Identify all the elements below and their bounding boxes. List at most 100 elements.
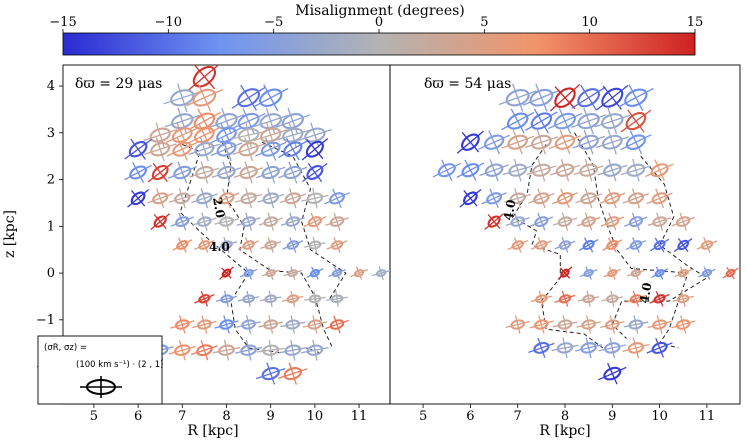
left-misalignment-marker <box>233 161 264 184</box>
marker-ellipse <box>676 294 690 304</box>
marker-ellipse <box>560 268 570 278</box>
marker-minor-bar <box>197 83 212 112</box>
marker-minor-bar <box>355 266 363 280</box>
marker-ellipse <box>219 216 234 227</box>
marker-minor-bar <box>584 188 593 209</box>
marker-minor-bar <box>537 212 546 231</box>
marker-ellipse <box>220 294 233 304</box>
left-misalignment-marker <box>124 138 153 160</box>
marker-ellipse <box>217 165 236 180</box>
marker-ellipse <box>605 294 619 304</box>
marker-minor-bar <box>655 291 664 307</box>
left-misalignment-marker <box>210 137 243 162</box>
left-misalignment-marker <box>166 137 198 161</box>
right-misalignment-marker <box>530 237 552 253</box>
marker-minor-bar <box>268 315 274 334</box>
left-misalignment-marker <box>192 212 217 231</box>
marker-ellipse <box>508 163 528 177</box>
marker-minor-bar <box>584 212 593 231</box>
right-misalignment-marker <box>573 158 604 182</box>
marker-ellipse <box>652 216 667 227</box>
right-contour-line <box>611 155 708 339</box>
marker-ellipse <box>725 268 736 278</box>
marker-ellipse <box>604 319 620 330</box>
marker-ellipse <box>173 165 192 180</box>
marker-ellipse <box>675 319 691 330</box>
left-x-tick-label: 11 <box>351 409 368 424</box>
marker-ellipse <box>261 165 280 180</box>
left-misalignment-marker <box>297 122 332 148</box>
marker-minor-bar <box>441 159 453 181</box>
marker-ellipse <box>534 216 549 227</box>
marker-minor-bar <box>631 212 640 231</box>
marker-ellipse <box>153 215 167 228</box>
left-misalignment-marker <box>194 237 215 253</box>
colorbar-tick-label: 10 <box>581 15 598 30</box>
marker-ellipse <box>218 192 235 205</box>
marker-minor-bar <box>580 84 598 111</box>
marker-ellipse <box>304 127 326 143</box>
left-misalignment-marker <box>256 362 286 385</box>
left-misalignment-marker <box>168 339 196 361</box>
right-contour-line <box>574 132 689 349</box>
marker-minor-bar <box>655 266 664 280</box>
marker-ellipse <box>309 268 320 278</box>
left-misalignment-marker <box>256 339 285 361</box>
left-misalignment-marker <box>215 236 238 254</box>
right-x-tick-label: 9 <box>608 409 616 424</box>
marker-ellipse <box>259 113 282 130</box>
marker-ellipse <box>240 192 257 205</box>
marker-ellipse <box>606 240 619 250</box>
marker-minor-bar <box>193 65 216 90</box>
left-misalignment-marker <box>170 315 195 334</box>
left-misalignment-marker <box>172 237 193 253</box>
marker-ellipse <box>219 319 234 330</box>
marker-ellipse <box>330 294 344 304</box>
marker-minor-bar <box>514 212 522 231</box>
marker-minor-bar <box>632 158 640 182</box>
marker-minor-bar <box>263 84 279 112</box>
marker-minor-bar <box>627 109 645 133</box>
marker-minor-bar <box>561 212 569 231</box>
marker-ellipse <box>243 269 254 278</box>
left-misalignment-marker <box>306 266 324 280</box>
marker-ellipse <box>629 294 643 304</box>
marker-ellipse <box>628 319 644 330</box>
marker-ellipse <box>265 269 276 277</box>
right-x-tick-label: 8 <box>561 409 569 424</box>
marker-ellipse <box>149 127 171 143</box>
left-misalignment-marker <box>239 266 258 280</box>
left-misalignment-marker <box>255 137 287 161</box>
right-misalignment-marker <box>481 188 507 209</box>
right-misalignment-marker <box>572 129 605 155</box>
right-misalignment-marker <box>571 107 607 135</box>
marker-minor-bar <box>268 339 273 361</box>
marker-ellipse <box>285 216 301 227</box>
left-misalignment-marker <box>282 290 304 307</box>
y-tick-label: 4 <box>47 79 55 94</box>
left-misalignment-marker <box>277 138 308 161</box>
right-misalignment-marker <box>651 266 669 280</box>
right-misalignment-marker <box>478 130 511 155</box>
left-misalignment-marker <box>280 315 306 334</box>
left-x-tick-label: 9 <box>267 409 275 424</box>
right-contour-line <box>512 144 604 349</box>
marker-minor-bar <box>265 137 277 161</box>
marker-ellipse <box>284 192 301 205</box>
left-misalignment-marker <box>261 266 280 280</box>
marker-ellipse <box>286 294 300 304</box>
marker-ellipse <box>263 216 278 227</box>
right-misalignment-marker <box>598 337 626 359</box>
left-misalignment-marker <box>219 266 234 280</box>
marker-minor-bar <box>632 337 640 359</box>
marker-ellipse <box>653 239 666 251</box>
left-misalignment-marker <box>258 212 283 231</box>
marker-minor-bar <box>512 129 523 155</box>
marker-ellipse <box>627 342 645 354</box>
marker-ellipse <box>174 192 191 205</box>
marker-ellipse <box>487 215 501 228</box>
left-misalignment-marker <box>301 137 329 161</box>
marker-ellipse <box>557 319 573 330</box>
marker-minor-bar <box>290 266 296 280</box>
marker-ellipse <box>237 127 260 143</box>
